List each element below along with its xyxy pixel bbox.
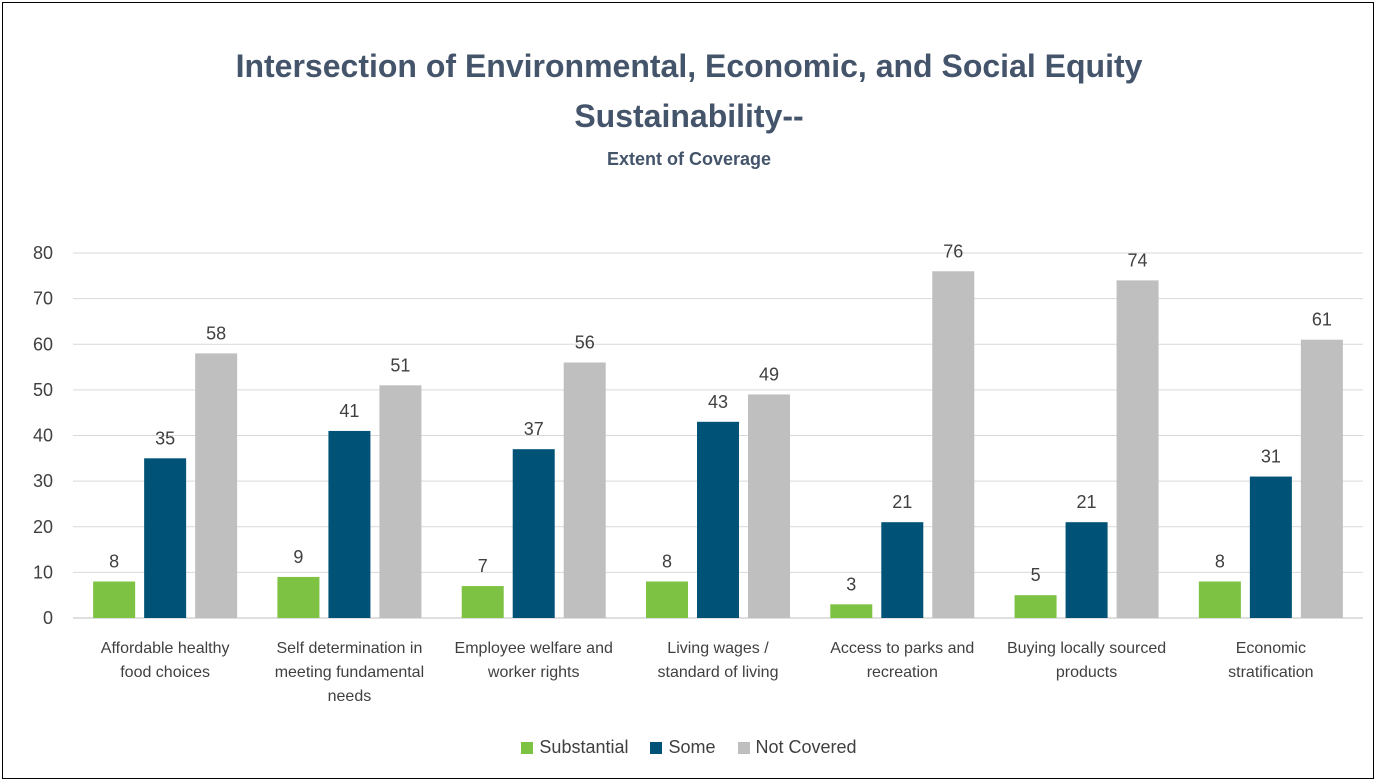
bar	[1065, 522, 1108, 618]
legend-swatch	[737, 741, 750, 754]
bar	[512, 449, 555, 618]
bar	[563, 362, 606, 618]
bar	[144, 458, 187, 618]
data-label: 74	[1128, 250, 1148, 270]
x-tick-label: Economic stratification	[1228, 640, 1313, 681]
y-tick-label: 10	[33, 562, 53, 582]
y-tick-label: 20	[33, 517, 53, 537]
bar	[1300, 339, 1343, 618]
y-tick-label: 60	[33, 334, 53, 354]
legend-item: Some	[650, 737, 716, 758]
bar	[277, 576, 320, 618]
bar	[697, 421, 739, 618]
bar	[646, 581, 688, 618]
bar	[1116, 280, 1159, 618]
x-tick-label: Employee welfare and worker rights	[455, 640, 613, 681]
bar	[461, 586, 504, 618]
chart-title: Intersection of Environmental, Economic,…	[235, 48, 1143, 134]
bar	[748, 394, 790, 618]
bar	[932, 271, 975, 618]
bar	[93, 581, 136, 618]
y-tick-label: 30	[33, 471, 53, 491]
data-label: 41	[339, 401, 359, 421]
data-label: 58	[206, 323, 226, 343]
data-label: 8	[662, 552, 672, 572]
legend-label: Not Covered	[755, 737, 857, 757]
bar	[830, 604, 873, 618]
data-label: 7	[478, 556, 488, 576]
data-label: 51	[390, 355, 410, 375]
x-tick-label: Affordable healthy food choices	[101, 640, 230, 681]
chart-subtitle: Extent of Coverage	[606, 149, 772, 169]
x-tick-label: Access to parks and recreation	[830, 640, 974, 681]
x-tick-label: Buying locally sourced products	[1007, 640, 1166, 681]
data-label: 61	[1312, 310, 1332, 330]
data-label: 3	[846, 574, 856, 594]
bar	[1249, 476, 1292, 618]
data-label: 43	[708, 392, 728, 412]
data-label: 21	[892, 492, 912, 512]
data-label: 76	[943, 241, 963, 261]
y-tick-label: 40	[33, 426, 53, 446]
bar	[1198, 581, 1241, 618]
bar	[328, 430, 371, 618]
data-label: 35	[155, 428, 175, 448]
y-tick-label: 50	[33, 380, 53, 400]
data-label: 56	[575, 333, 595, 353]
x-tick-label: Living wages / standard of living	[658, 640, 779, 681]
data-label: 5	[1031, 565, 1041, 585]
data-label: 9	[293, 547, 303, 567]
legend-swatch	[521, 741, 534, 754]
legend-label: Substantial	[539, 737, 629, 757]
data-label: 31	[1261, 447, 1281, 467]
legend-item: Substantial	[521, 737, 628, 758]
bar	[195, 353, 238, 618]
legend-swatch	[650, 741, 663, 754]
data-label: 8	[109, 552, 119, 572]
y-tick-label: 80	[33, 243, 53, 263]
bar	[1014, 595, 1057, 618]
data-label: 21	[1077, 492, 1097, 512]
legend-item: Not Covered	[737, 737, 857, 758]
bar	[379, 385, 422, 618]
y-tick-label: 70	[33, 289, 53, 309]
data-label: 37	[524, 419, 544, 439]
bar	[881, 522, 924, 618]
legend-label: Some	[668, 737, 716, 757]
y-tick-label: 0	[43, 608, 53, 628]
x-tick-label: Self determination in meeting fundamental…	[275, 640, 424, 705]
data-label: 49	[759, 364, 779, 384]
legend: Substantial Some Not Covered	[3, 737, 1375, 758]
data-label: 8	[1215, 552, 1225, 572]
